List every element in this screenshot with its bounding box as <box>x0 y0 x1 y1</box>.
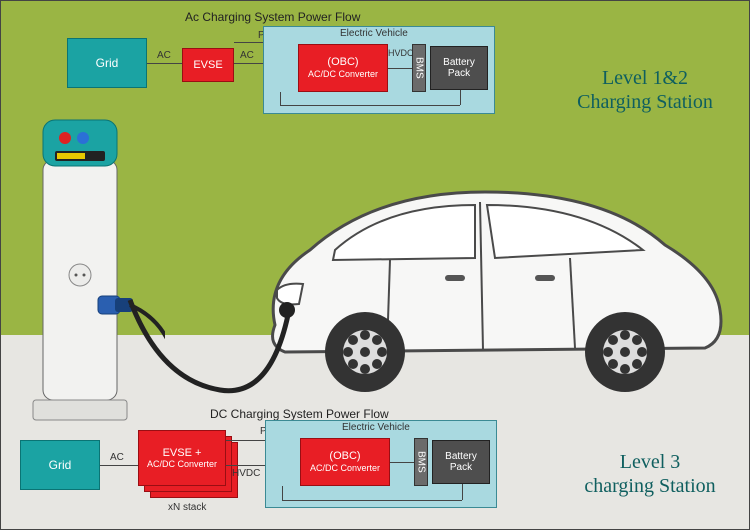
line-grid-evse-top <box>147 63 182 64</box>
battery-block-bot: Battery Pack <box>432 440 490 484</box>
evse-block-top: EVSE <box>182 48 234 82</box>
obc-bot-label1: (OBC) <box>329 450 360 463</box>
obc-label1: (OBC) <box>327 56 358 69</box>
level12-line1: Level 1&2 <box>602 67 688 89</box>
hvdc-label-top: HVDC <box>388 48 414 58</box>
obc-block-bot: (OBC) AC/DC Converter <box>300 438 390 486</box>
dc-flow-title: DC Charging System Power Flow <box>210 407 389 421</box>
obc-block-top: (OBC) AC/DC Converter <box>298 44 388 92</box>
hvdc-label-bot: HVDC <box>232 468 260 479</box>
level12-line2: Charging Station <box>577 91 713 113</box>
ev-title-bot: Electric Vehicle <box>342 422 410 433</box>
ac-label-1-top: AC <box>157 50 171 61</box>
evse-label: EVSE <box>193 59 222 71</box>
line-obc-bms-top <box>388 68 412 69</box>
bms-label: BMS <box>414 57 425 79</box>
line-grid-evse-bot <box>100 465 138 466</box>
level12-title: Level 1&2 Charging Station <box>555 66 735 114</box>
bms-block-bot: BMS <box>414 438 428 486</box>
cable-graphic <box>120 290 320 410</box>
level3-title: Level 3 charging Station <box>560 450 740 498</box>
xn-stack-label: xN stack <box>168 502 206 513</box>
evse-block-bot: EVSE + AC/DC Converter <box>138 430 226 486</box>
grid-block-bot: Grid <box>20 440 100 490</box>
level3-line2: charging Station <box>584 475 715 497</box>
evse-bot-label1: EVSE + <box>163 447 202 459</box>
feedback-v2-bot <box>462 484 463 500</box>
battery-block-top: Battery Pack <box>430 46 488 90</box>
feedback-v1-top <box>280 92 281 105</box>
feedback-v2-top <box>460 90 461 105</box>
obc-bot-label2: AC/DC Converter <box>310 463 380 474</box>
batt-label: Battery Pack <box>431 57 487 79</box>
ac-label-2-top: AC <box>240 50 254 61</box>
evse-bot-label2: AC/DC Converter <box>147 459 217 469</box>
feedback-v1-bot <box>282 486 283 500</box>
grid-label-bot: Grid <box>49 458 72 472</box>
line-obc-bms-bot <box>390 462 414 463</box>
level3-line1: Level 3 <box>620 451 681 473</box>
feedback-line-top <box>280 105 460 106</box>
grid-label: Grid <box>96 56 119 70</box>
feedback-line-bot <box>282 500 462 501</box>
batt-bot-label: Battery Pack <box>433 451 489 473</box>
bms-bot-label: BMS <box>416 451 427 473</box>
obc-label2: AC/DC Converter <box>308 69 378 80</box>
bms-block-top: BMS <box>412 44 426 92</box>
ac-label-bot: AC <box>110 452 124 463</box>
grid-block-top: Grid <box>67 38 147 88</box>
ac-flow-title: Ac Charging System Power Flow <box>185 10 360 24</box>
ev-title-top: Electric Vehicle <box>340 28 408 39</box>
